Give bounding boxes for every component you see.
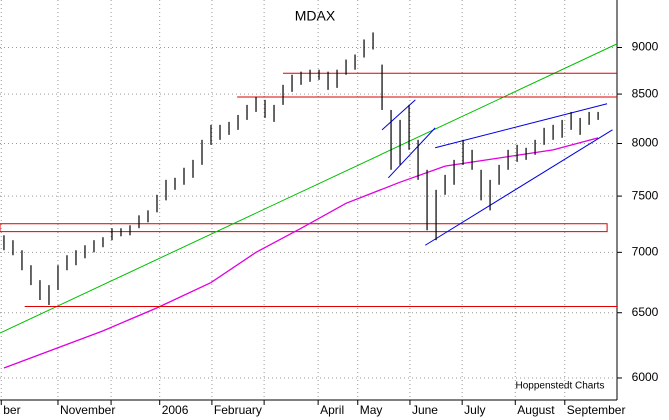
x-tick-label: June	[412, 403, 438, 417]
x-tick-label: September	[567, 403, 626, 417]
x-tick-label: April	[320, 403, 344, 417]
trend-line	[435, 103, 608, 149]
x-tick-label: May	[360, 403, 383, 417]
trend-line	[381, 99, 416, 131]
trend-line	[0, 43, 618, 334]
y-tick-label: 8500	[632, 86, 659, 100]
y-tick-label: 7500	[632, 188, 659, 202]
x-tick-label: November	[60, 403, 115, 417]
trend-line	[387, 127, 436, 179]
source-note: Hoppenstedt Charts	[516, 381, 605, 392]
y-tick-label: 6000	[632, 370, 659, 384]
chart-title: MDAX	[295, 8, 336, 24]
y-tick-label: 8000	[632, 136, 659, 150]
y-tick-label: 6500	[632, 305, 659, 319]
x-tick-label: August	[517, 403, 555, 417]
x-tick-label: February	[214, 403, 262, 417]
y-tick-label: 9000	[632, 40, 659, 54]
y-tick-label: 7000	[632, 245, 659, 259]
x-tick-label: ber	[3, 403, 20, 417]
trend-line	[424, 129, 613, 246]
x-tick-label: 2006	[162, 403, 189, 417]
support-zone	[0, 223, 608, 233]
x-tick-label: July	[464, 403, 485, 417]
